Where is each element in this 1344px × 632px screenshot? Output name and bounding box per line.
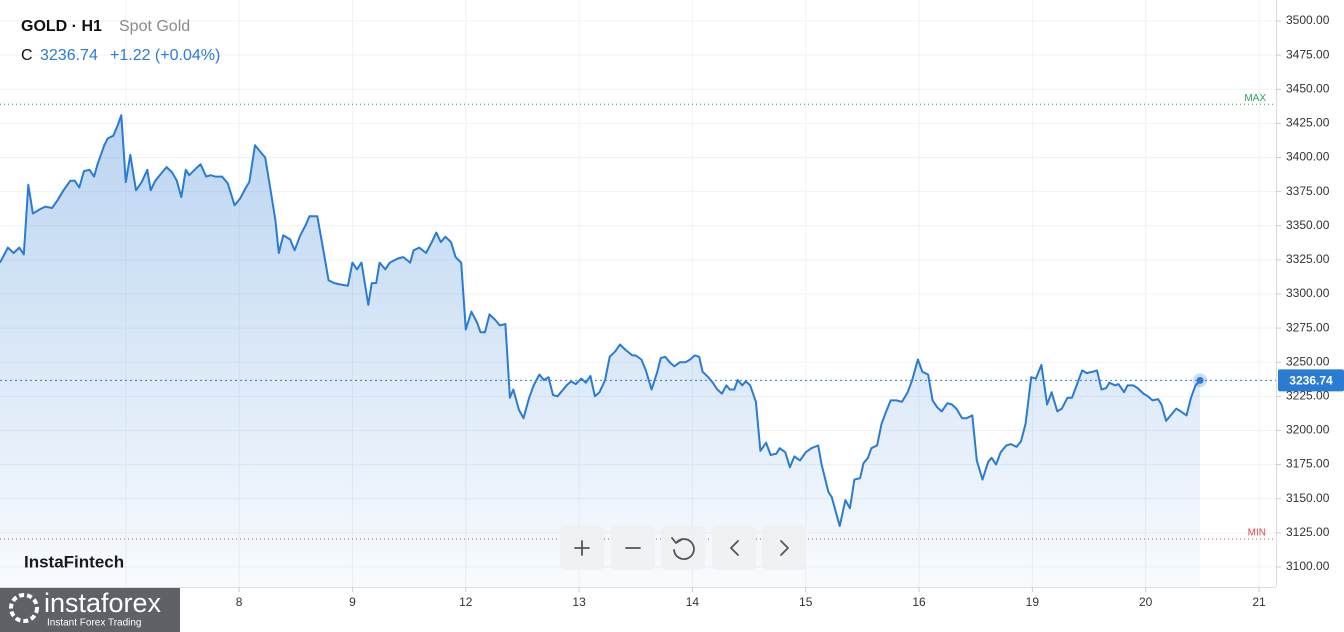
y-tick-label: 3300.00 bbox=[1286, 286, 1330, 300]
scroll-right-button[interactable] bbox=[762, 526, 806, 570]
watermark: InstaFintech bbox=[24, 552, 124, 571]
y-tick-label: 3125.00 bbox=[1286, 525, 1330, 539]
zoom-out-button[interactable] bbox=[611, 526, 655, 570]
plot: MAX MIN bbox=[0, 93, 1276, 587]
area-fill bbox=[0, 115, 1201, 587]
y-tick-label: 3150.00 bbox=[1286, 491, 1330, 505]
close-label: C bbox=[21, 47, 33, 64]
y-tick-label: 3475.00 bbox=[1286, 47, 1330, 61]
logo-icon bbox=[9, 593, 39, 623]
y-tick-label: 3175.00 bbox=[1286, 457, 1330, 471]
y-tick-label: 3500.00 bbox=[1286, 13, 1330, 27]
zoom-in-button[interactable] bbox=[560, 526, 604, 570]
y-tick-label: 3400.00 bbox=[1286, 150, 1330, 164]
y-tick-label: 3100.00 bbox=[1286, 559, 1330, 573]
y-tick-label: 3375.00 bbox=[1286, 184, 1330, 198]
price-change: +1.22 (+0.04%) bbox=[110, 47, 220, 64]
max-line-label: MAX bbox=[1244, 93, 1266, 104]
x-tick-label: 8 bbox=[236, 595, 243, 609]
x-tick-label: 9 bbox=[349, 595, 356, 609]
y-tick-label: 3425.00 bbox=[1286, 116, 1330, 130]
reset-button[interactable] bbox=[661, 526, 705, 570]
axes: 3100.00 3125.00 3150.00 3175.00 3200.00 3225.… bbox=[122, 13, 1344, 609]
scroll-left-button[interactable] bbox=[712, 526, 756, 570]
y-tick-label: 3250.00 bbox=[1286, 354, 1330, 368]
logo: instaforex Instant Forex Trading bbox=[0, 588, 180, 632]
y-tick-label: 3450.00 bbox=[1286, 81, 1330, 95]
min-line-label: MIN bbox=[1248, 528, 1266, 539]
y-tick-label: 3275.00 bbox=[1286, 320, 1330, 334]
y-tick-label: 3200.00 bbox=[1286, 423, 1330, 437]
x-tick-label: 15 bbox=[799, 595, 813, 609]
x-tick-label: 14 bbox=[686, 595, 700, 609]
x-tick-label: 20 bbox=[1139, 595, 1153, 609]
y-tick-label: 3225.00 bbox=[1286, 389, 1330, 403]
chart-subtitle: Spot Gold bbox=[119, 18, 190, 35]
logo-tagline: Instant Forex Trading bbox=[47, 618, 142, 629]
y-tick-label: 3350.00 bbox=[1286, 218, 1330, 232]
price-line bbox=[0, 114, 1201, 527]
last-price-badge bbox=[1278, 369, 1344, 392]
y-tick-label: 3325.00 bbox=[1286, 252, 1330, 266]
x-tick-label: 12 bbox=[459, 595, 473, 609]
close-price: 3236.74 bbox=[40, 47, 98, 64]
chart-title: GOLD · H1 bbox=[21, 18, 102, 35]
x-tick-label: 13 bbox=[572, 595, 586, 609]
x-tick-label: 21 bbox=[1252, 595, 1266, 609]
logo-name: instaforex bbox=[44, 588, 162, 618]
x-tick-label: 16 bbox=[912, 595, 926, 609]
last-price-label: 3236.74 bbox=[1289, 373, 1333, 387]
x-tick-label: 19 bbox=[1026, 595, 1040, 609]
